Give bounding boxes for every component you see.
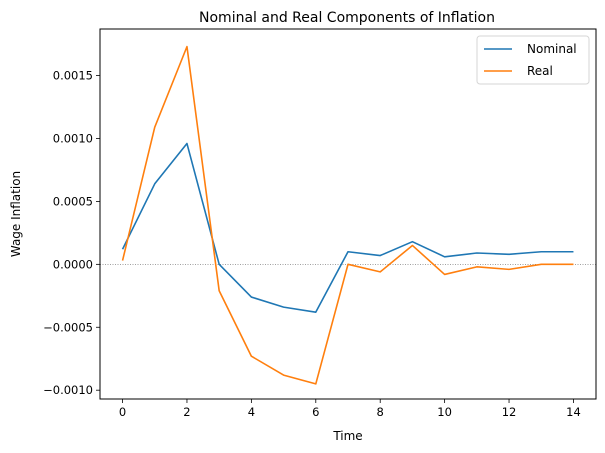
x-tick-label: 0: [119, 405, 126, 419]
series-line-real: [121, 45, 574, 385]
legend-label-real: Real: [527, 64, 553, 78]
y-tick-label: 0.0010: [53, 131, 93, 145]
x-axis-label: Time: [332, 429, 362, 443]
x-tick-label: 10: [437, 405, 452, 419]
y-tick-label: 0.0015: [53, 69, 93, 83]
x-tick-label: 6: [312, 405, 319, 419]
x-tick-label: 2: [183, 405, 190, 419]
x-tick-label: 14: [566, 405, 581, 419]
plot-area: [100, 45, 596, 385]
x-tick-label: 12: [502, 405, 517, 419]
y-axis-label: Wage Inflation: [9, 171, 23, 257]
x-tick-label: 4: [248, 405, 255, 419]
y-tick-label: −0.0005: [43, 320, 93, 334]
y-tick-label: 0.0005: [53, 194, 93, 208]
legend-label-nominal: Nominal: [527, 42, 577, 56]
axis-ticks: 0 2 4 6 8 10 12 14 −0.0010 −0.0005 0.0000 0.0005 0.0…: [43, 69, 581, 419]
x-tick-label: 8: [377, 405, 384, 419]
chart-title: Nominal and Real Components of Inflation: [199, 10, 495, 26]
y-tick-label: −0.0010: [43, 383, 93, 397]
axes-frame: [99, 28, 597, 400]
legend-box: [476, 35, 590, 85]
legend: Nominal Real: [476, 35, 590, 85]
y-tick-label: 0.0000: [53, 257, 93, 271]
series-line-nominal: [121, 142, 574, 313]
